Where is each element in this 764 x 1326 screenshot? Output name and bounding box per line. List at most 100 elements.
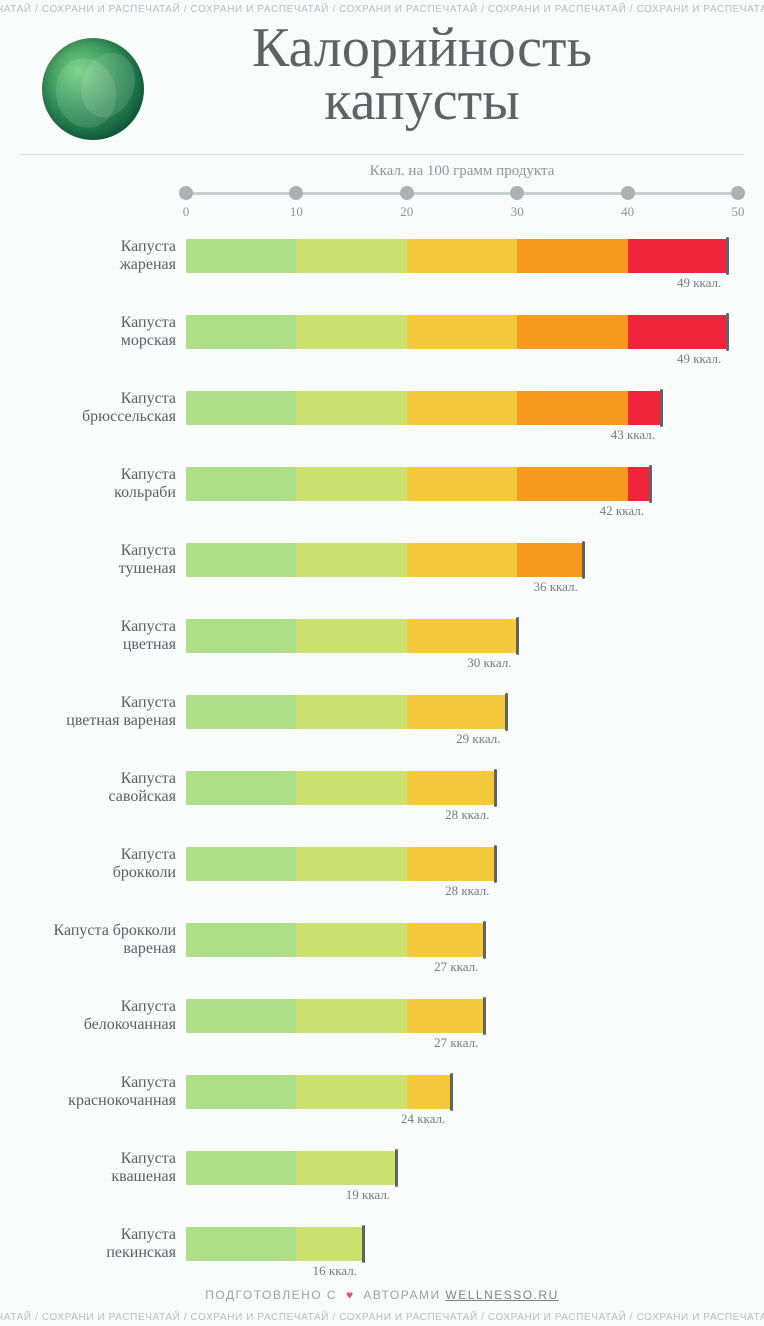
- bar-label: Капустакольраби: [26, 466, 186, 503]
- bar: [186, 847, 495, 881]
- bar-value: 27 ккал.: [434, 1035, 478, 1051]
- bar-cap: [483, 997, 486, 1035]
- header: Калорийность капусты: [0, 0, 764, 140]
- bar-segment: [407, 315, 517, 349]
- bar-row: Капустаквашеная19 ккал.: [26, 1140, 738, 1196]
- bar-label: Капустажареная: [26, 238, 186, 275]
- bar-segment: [517, 391, 627, 425]
- bar: [186, 619, 517, 653]
- bar-cap: [726, 237, 729, 275]
- bar: [186, 391, 661, 425]
- bar-segment: [296, 1151, 395, 1185]
- bar-segment: [407, 999, 484, 1033]
- bar-segment: [186, 923, 296, 957]
- bar-value: 27 ккал.: [434, 959, 478, 975]
- bar-row: Капустажареная49 ккал.: [26, 228, 738, 284]
- bar-segment: [186, 695, 296, 729]
- axis-tick: [510, 186, 524, 200]
- bar-row: Капустасавойская28 ккал.: [26, 760, 738, 816]
- bar-segment: [407, 847, 495, 881]
- bar: [186, 467, 650, 501]
- bar-value: 29 ккал.: [456, 731, 500, 747]
- bar-segment: [628, 239, 727, 273]
- bar-segment: [628, 467, 650, 501]
- bar-segment: [407, 467, 517, 501]
- bar-value: 24 ккал.: [401, 1111, 445, 1127]
- bar-rows: Капустажареная49 ккал.Капустаморская49 к…: [26, 228, 738, 1272]
- bar-segment: [517, 315, 627, 349]
- bar-track: 36 ккал.: [186, 543, 738, 577]
- bar-segment: [407, 923, 484, 957]
- bar-segment: [186, 543, 296, 577]
- bar-segment: [296, 1227, 362, 1261]
- bar-segment: [186, 239, 296, 273]
- bar-cap: [483, 921, 486, 959]
- bar-segment: [628, 315, 727, 349]
- bar-cap: [450, 1073, 453, 1111]
- bar-cap: [362, 1225, 365, 1263]
- bar: [186, 315, 727, 349]
- bar-label: Капустасавойская: [26, 770, 186, 807]
- divider: [20, 154, 744, 155]
- bar-cap: [395, 1149, 398, 1187]
- bar-cap: [649, 465, 652, 503]
- bar-label: Капуста брокколивареная: [26, 922, 186, 959]
- footer-site[interactable]: WELLNESSO.RU: [445, 1288, 558, 1302]
- bar-row: Капуста брокколивареная27 ккал.: [26, 912, 738, 968]
- bar-segment: [186, 1151, 296, 1185]
- bar-segment: [407, 771, 495, 805]
- bar-track: 19 ккал.: [186, 1151, 738, 1185]
- bar-value: 28 ккал.: [445, 883, 489, 899]
- bar-value: 42 ккал.: [600, 503, 644, 519]
- cabbage-image: [42, 38, 144, 140]
- bar-segment: [296, 391, 406, 425]
- title-line-2: капусты: [324, 70, 519, 132]
- bar: [186, 1151, 396, 1185]
- bar-segment: [407, 239, 517, 273]
- bar-segment: [628, 391, 661, 425]
- bar-segment: [186, 847, 296, 881]
- bar: [186, 923, 484, 957]
- bar-track: 49 ккал.: [186, 239, 738, 273]
- bar-cap: [660, 389, 663, 427]
- bar-segment: [186, 999, 296, 1033]
- bar-label: Капустатушеная: [26, 542, 186, 579]
- bar-segment: [296, 999, 406, 1033]
- bar-segment: [186, 467, 296, 501]
- chart: Ккал. на 100 грамм продукта 01020304050 …: [26, 163, 738, 1272]
- bar-cap: [516, 617, 519, 655]
- bar-cap: [494, 845, 497, 883]
- bar: [186, 1075, 451, 1109]
- bar-segment: [407, 619, 517, 653]
- bar-track: 49 ккал.: [186, 315, 738, 349]
- footer-mid: АВТОРАМИ: [363, 1288, 440, 1302]
- bar-label: Капустапекинская: [26, 1226, 186, 1263]
- bar-row: Капустапекинская16 ккал.: [26, 1216, 738, 1272]
- ribbon-bottom: РАСПЕЧАТАЙ / СОХРАНИ И РАСПЕЧАТАЙ / СОХР…: [0, 1308, 764, 1326]
- bar-segment: [186, 315, 296, 349]
- bar-value: 19 ккал.: [346, 1187, 390, 1203]
- bar: [186, 1227, 363, 1261]
- bar-row: Капустацветная30 ккал.: [26, 608, 738, 664]
- bar-track: 28 ккал.: [186, 771, 738, 805]
- axis-title: Ккал. на 100 грамм продукта: [26, 163, 738, 180]
- bar-segment: [296, 695, 406, 729]
- bar-value: 36 ккал.: [533, 579, 577, 595]
- bar-segment: [296, 771, 406, 805]
- bar-label: Капустакраснокочанная: [26, 1074, 186, 1111]
- bar-track: 24 ккал.: [186, 1075, 738, 1109]
- axis-tick-label: 30: [511, 204, 524, 220]
- bar-row: Капустатушеная36 ккал.: [26, 532, 738, 588]
- bar-value: 28 ккал.: [445, 807, 489, 823]
- bar-track: 27 ккал.: [186, 923, 738, 957]
- bar-segment: [296, 239, 406, 273]
- bar-track: 29 ккал.: [186, 695, 738, 729]
- bar-segment: [407, 391, 517, 425]
- bar-row: Капустаморская49 ккал.: [26, 304, 738, 360]
- bar-cap: [505, 693, 508, 731]
- bar-cap: [726, 313, 729, 351]
- bar-value: 30 ккал.: [467, 655, 511, 671]
- bar-segment: [296, 847, 406, 881]
- bar-segment: [296, 619, 406, 653]
- bar-segment: [296, 1075, 406, 1109]
